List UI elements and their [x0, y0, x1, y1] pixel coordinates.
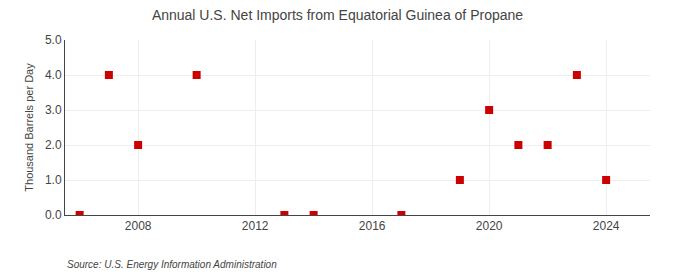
svg-text:2016: 2016: [359, 219, 386, 233]
svg-text:0.0: 0.0: [45, 208, 62, 222]
svg-text:5.0: 5.0: [45, 33, 62, 47]
svg-text:1.0: 1.0: [45, 173, 62, 187]
svg-text:Thousand Barrels per Day: Thousand Barrels per Day: [23, 63, 35, 192]
svg-text:Annual U.S. Net Imports from E: Annual U.S. Net Imports from Equatorial …: [152, 7, 523, 23]
svg-text:2008: 2008: [125, 219, 152, 233]
svg-text:2.0: 2.0: [45, 138, 62, 152]
svg-text:3.0: 3.0: [45, 103, 62, 117]
svg-text:2024: 2024: [593, 219, 620, 233]
svg-text:2012: 2012: [242, 219, 269, 233]
svg-text:4.0: 4.0: [45, 68, 62, 82]
svg-text:2020: 2020: [476, 219, 503, 233]
svg-text:Source: U.S. Energy Informatio: Source: U.S. Energy Information Administ…: [67, 259, 277, 270]
